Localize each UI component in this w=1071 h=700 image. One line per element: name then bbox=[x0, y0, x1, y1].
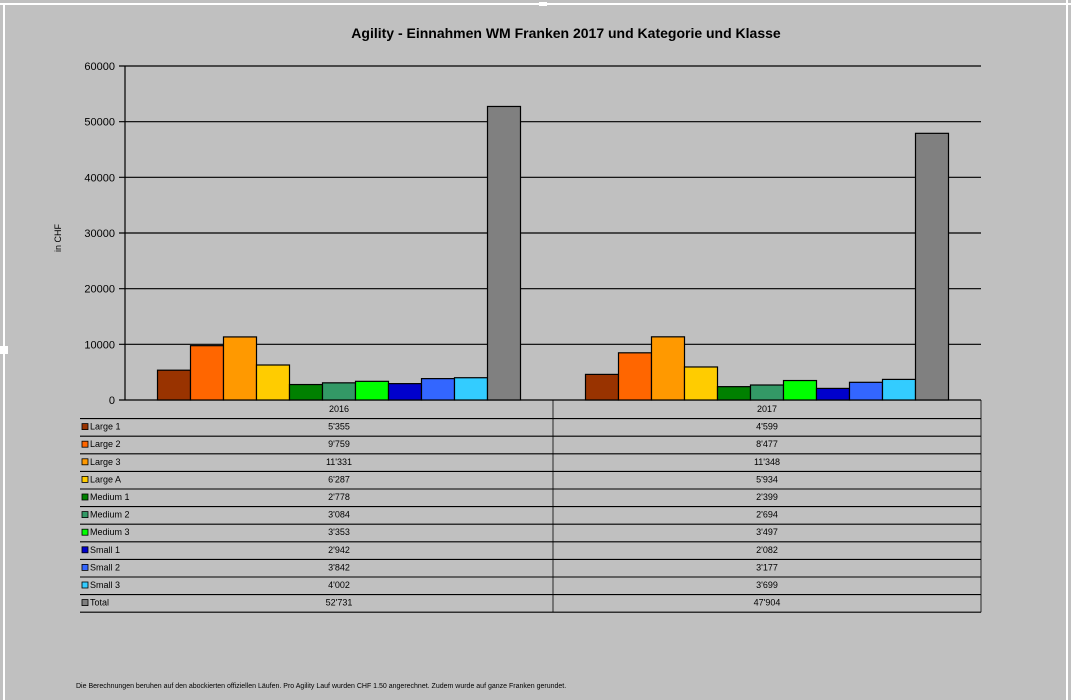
legend-swatch bbox=[81, 475, 89, 483]
bar-large-3-2017 bbox=[650, 336, 686, 401]
legend-swatch bbox=[81, 599, 89, 606]
bar-large-1-2016 bbox=[156, 369, 192, 401]
y-tick-label: 60000 bbox=[84, 61, 115, 73]
legend-entry: Medium 2 bbox=[90, 510, 130, 520]
legend-swatch bbox=[81, 546, 89, 554]
table-cell-value: 5'355 bbox=[328, 422, 350, 432]
chart-title: Agility - Einnahmen WM Franken 2017 und … bbox=[351, 25, 781, 41]
y-axis-ticks: 0 10000 20000 30000 40000 50000 60000 bbox=[84, 61, 115, 407]
table-cell-value: 2'694 bbox=[756, 510, 778, 520]
legend-entry: Small 1 bbox=[90, 545, 120, 555]
bar-small-1-2017 bbox=[815, 387, 851, 401]
top-border bbox=[0, 3, 1071, 5]
legend-swatch bbox=[81, 493, 89, 501]
bar-large-3-2016 bbox=[222, 336, 258, 401]
table-cell-value: 11'348 bbox=[754, 457, 780, 467]
table-cell-value: 9'759 bbox=[328, 439, 350, 449]
bars bbox=[156, 105, 950, 401]
table-cell-value: 3'497 bbox=[756, 527, 778, 537]
table-cell-value: 4'599 bbox=[756, 422, 778, 432]
table-cell-value: 11'331 bbox=[326, 457, 352, 467]
table-cell-value: 3'842 bbox=[328, 562, 350, 572]
bar-small-1-2016 bbox=[387, 383, 423, 401]
y-tick-label: 10000 bbox=[84, 339, 115, 351]
legend-swatch bbox=[81, 564, 89, 571]
legend-swatch bbox=[81, 581, 89, 589]
data-table: 2016 2017 Large 1 5'355 4'599 Large 2 9'759 8'4… bbox=[80, 400, 982, 613]
table-cell-value: 2'778 bbox=[328, 492, 350, 502]
table-cell-value: 52'731 bbox=[326, 598, 353, 608]
legend-swatch bbox=[81, 458, 89, 466]
y-axis-label: in CHF bbox=[53, 224, 63, 253]
bar-medium-1-2016 bbox=[288, 383, 324, 401]
legend-entry: Medium 1 bbox=[90, 492, 130, 502]
bar-medium-3-2017 bbox=[782, 379, 818, 401]
legend-entry: Large 3 bbox=[90, 457, 121, 467]
bar-small-3-2016 bbox=[453, 377, 489, 401]
legend-entry: Small 2 bbox=[90, 562, 120, 572]
legend-entry: Small 3 bbox=[90, 580, 120, 590]
bar-medium-1-2017 bbox=[716, 386, 752, 401]
table-cell-value: 6'287 bbox=[328, 474, 350, 484]
bar-large-1-2017 bbox=[584, 373, 620, 401]
bar-large-a-2016 bbox=[255, 364, 291, 401]
table-cell-value: 2'082 bbox=[756, 545, 778, 555]
table-cell-value: 2'942 bbox=[328, 545, 350, 555]
y-tick-label: 50000 bbox=[84, 117, 115, 129]
y-tick-label: 30000 bbox=[84, 228, 115, 240]
bar-total-2017 bbox=[914, 132, 950, 401]
y-tick-label: 20000 bbox=[84, 284, 115, 296]
footnote: Die Berechnungen beruhen auf den abockie… bbox=[76, 683, 567, 690]
bar-small-2-2016 bbox=[420, 378, 456, 401]
bar-small-3-2017 bbox=[881, 378, 917, 401]
left-resize-handle[interactable] bbox=[0, 346, 8, 354]
top-resize-handle[interactable] bbox=[539, 2, 547, 6]
right-border bbox=[1066, 0, 1068, 700]
category-label: 2016 bbox=[329, 404, 349, 414]
y-tick-label: 40000 bbox=[84, 172, 115, 184]
legend-swatch bbox=[81, 440, 89, 448]
table-cell-value: 2'399 bbox=[756, 492, 778, 502]
table-cell-value: 3'699 bbox=[756, 580, 778, 590]
y-tick-label: 0 bbox=[109, 395, 115, 407]
legend-entry: Large 1 bbox=[90, 422, 121, 432]
legend-entry: Large 2 bbox=[90, 439, 121, 449]
bar-medium-2-2016 bbox=[321, 382, 357, 401]
category-label: 2017 bbox=[757, 404, 777, 414]
legend-swatch bbox=[81, 528, 89, 536]
legend-entry: Large A bbox=[90, 474, 121, 484]
legend-entry: Total bbox=[90, 598, 109, 608]
legend-entry: Medium 3 bbox=[90, 527, 130, 537]
table-cell-value: 3'353 bbox=[328, 527, 350, 537]
bar-large-2-2017 bbox=[617, 352, 653, 401]
table-cell-value: 8'477 bbox=[756, 439, 778, 449]
legend-swatch bbox=[81, 511, 89, 519]
bar-small-2-2017 bbox=[848, 381, 884, 401]
bar-total-2016 bbox=[486, 105, 522, 401]
bar-medium-3-2016 bbox=[354, 380, 390, 401]
table-cell-value: 3'177 bbox=[756, 562, 778, 572]
bar-large-a-2017 bbox=[683, 366, 719, 401]
table-cell-value: 5'934 bbox=[756, 474, 778, 484]
table-cell-value: 4'002 bbox=[328, 580, 350, 590]
table-cell-value: 47'904 bbox=[754, 598, 781, 608]
table-cell-value: 3'084 bbox=[328, 510, 350, 520]
bar-large-2-2016 bbox=[189, 345, 225, 401]
legend-swatch bbox=[81, 423, 89, 431]
bar-medium-2-2017 bbox=[749, 384, 785, 401]
